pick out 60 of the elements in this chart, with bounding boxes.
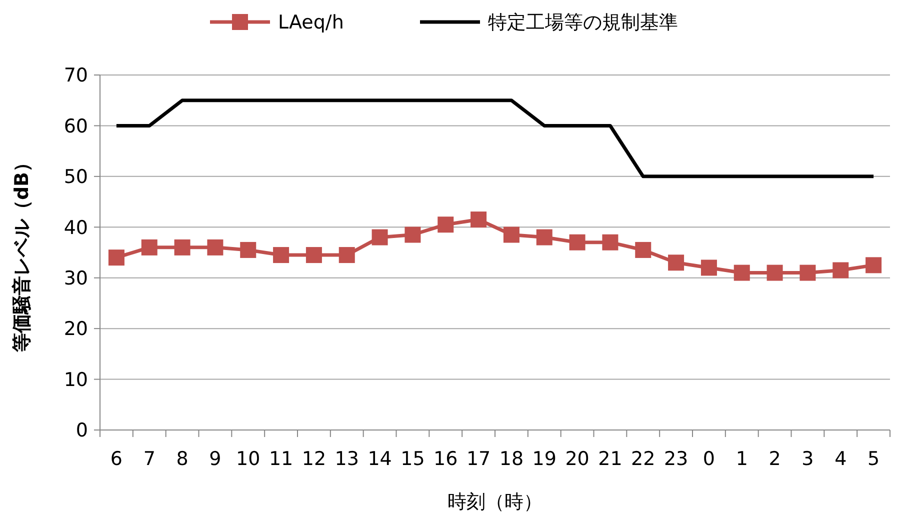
x-tick-label: 13 xyxy=(334,448,359,470)
y-axis-title: 等価騒音レベル（dB） xyxy=(11,152,33,354)
x-tick-label: 11 xyxy=(268,448,294,470)
point xyxy=(240,242,256,258)
point xyxy=(766,264,783,281)
point xyxy=(635,242,652,258)
x-tick-label: 1 xyxy=(736,448,748,470)
point xyxy=(174,239,190,256)
x-tick-label: 23 xyxy=(664,448,688,470)
point xyxy=(734,264,750,281)
x-tick-label: 6 xyxy=(110,448,123,470)
x-tick-label: 12 xyxy=(302,448,326,470)
point xyxy=(273,247,290,264)
point xyxy=(866,257,882,274)
y-tick-label: 20 xyxy=(64,318,88,340)
point xyxy=(832,262,849,278)
point xyxy=(438,216,454,233)
x-tick-label: 0 xyxy=(702,448,716,470)
y-tick-label: 10 xyxy=(64,368,88,391)
y-tick-label: 50 xyxy=(64,166,88,188)
x-tick-label: 20 xyxy=(565,448,590,470)
x-tick-label: 17 xyxy=(466,448,491,470)
point xyxy=(668,254,684,271)
x-tick-label: 5 xyxy=(867,448,880,470)
y-tick-label: 30 xyxy=(64,268,88,290)
point xyxy=(602,234,618,250)
x-tick-label: 21 xyxy=(598,448,622,470)
y-tick-label: 70 xyxy=(64,64,88,87)
x-tick-label: 10 xyxy=(236,448,260,470)
y-tick-label: 0 xyxy=(76,420,88,442)
x-tick-label: 18 xyxy=(499,448,524,470)
x-tick-label: 3 xyxy=(802,448,814,470)
point xyxy=(338,247,355,264)
y-tick-label: 60 xyxy=(64,115,88,138)
point xyxy=(141,239,158,256)
point xyxy=(372,229,388,246)
x-tick-label: 14 xyxy=(368,448,392,470)
x-tick-label: 9 xyxy=(209,448,222,470)
legend-label: 特定工場等の規制基準 xyxy=(488,12,678,34)
x-tick-label: 22 xyxy=(631,448,656,470)
point xyxy=(404,226,421,243)
x-axis-title: 時刻（時） xyxy=(448,491,542,513)
point xyxy=(503,226,520,243)
x-tick-label: 8 xyxy=(176,448,188,470)
x-tick-label: 7 xyxy=(143,448,156,470)
point xyxy=(569,234,586,250)
x-tick-label: 19 xyxy=(532,448,556,470)
x-tick-label: 2 xyxy=(768,448,781,470)
x-tick-label: 16 xyxy=(434,448,458,470)
point xyxy=(470,212,487,228)
point xyxy=(207,239,224,256)
point xyxy=(306,247,322,264)
y-tick-label: 40 xyxy=(64,216,88,239)
legend-label: LAeq/h xyxy=(278,12,344,34)
x-tick-label: 4 xyxy=(834,448,847,470)
point xyxy=(800,264,816,281)
point xyxy=(536,229,552,246)
x-tick-label: 15 xyxy=(400,448,425,470)
point xyxy=(108,250,124,266)
point xyxy=(700,260,717,276)
